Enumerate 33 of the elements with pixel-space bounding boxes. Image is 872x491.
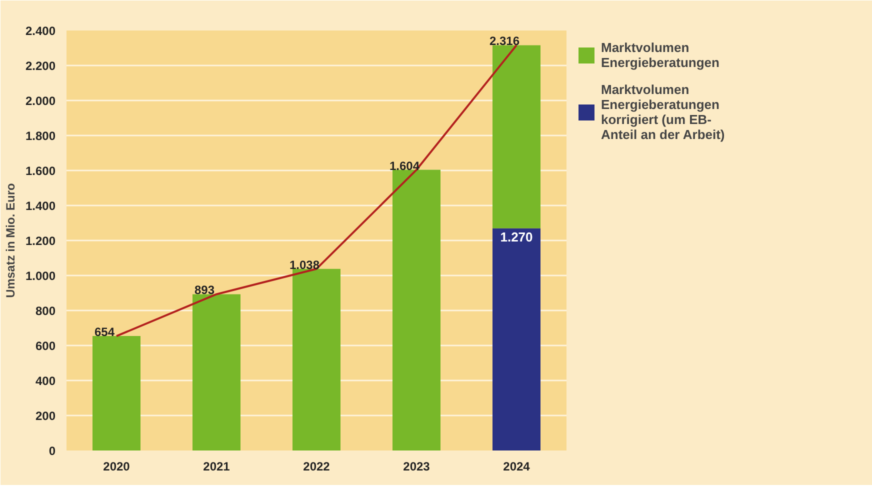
y-tick-label: 1.200 bbox=[25, 234, 56, 248]
x-tick-label: 2020 bbox=[103, 460, 130, 474]
y-tick-label: 2.000 bbox=[25, 94, 56, 108]
y-tick-label: 1.800 bbox=[25, 129, 56, 143]
bar bbox=[392, 170, 440, 450]
x-tick-label: 2023 bbox=[403, 460, 430, 474]
y-tick-label: 1.000 bbox=[25, 269, 56, 283]
total-label: 893 bbox=[194, 283, 215, 298]
x-tick-label: 2021 bbox=[203, 460, 230, 474]
y-tick-label: 600 bbox=[35, 339, 56, 353]
bar bbox=[492, 45, 540, 228]
legend-label: Marktvolumen Energieberatungen bbox=[601, 40, 720, 70]
y-tick-label: 2.400 bbox=[25, 24, 56, 38]
data-label: 1.270 bbox=[500, 229, 533, 244]
bar bbox=[292, 268, 340, 450]
bar bbox=[92, 336, 140, 450]
total-label: 654 bbox=[94, 325, 115, 340]
y-tick-label: 400 bbox=[35, 374, 56, 388]
y-tick-label: 0 bbox=[48, 444, 56, 458]
y-tick-label: 200 bbox=[35, 409, 56, 423]
total-label: 2.316 bbox=[489, 34, 520, 48]
total-label: 1.038 bbox=[289, 258, 320, 272]
x-tick-label: 2024 bbox=[503, 460, 530, 474]
bar bbox=[192, 294, 240, 450]
y-tick-label: 800 bbox=[35, 304, 56, 318]
total-label: 1.604 bbox=[389, 158, 420, 173]
y-axis-title: Umsatz in Mio. Euro bbox=[3, 183, 18, 298]
x-tick-label: 2022 bbox=[303, 460, 330, 474]
y-tick-label: 1.400 bbox=[25, 199, 56, 213]
y-tick-label: 1.600 bbox=[25, 164, 56, 178]
bar bbox=[492, 228, 540, 450]
y-tick-label: 2.200 bbox=[25, 59, 56, 73]
legend-label: Marktvolumen Energieberatungen korrigiert (um EB-Anteil an der Arbeit) bbox=[601, 82, 725, 142]
